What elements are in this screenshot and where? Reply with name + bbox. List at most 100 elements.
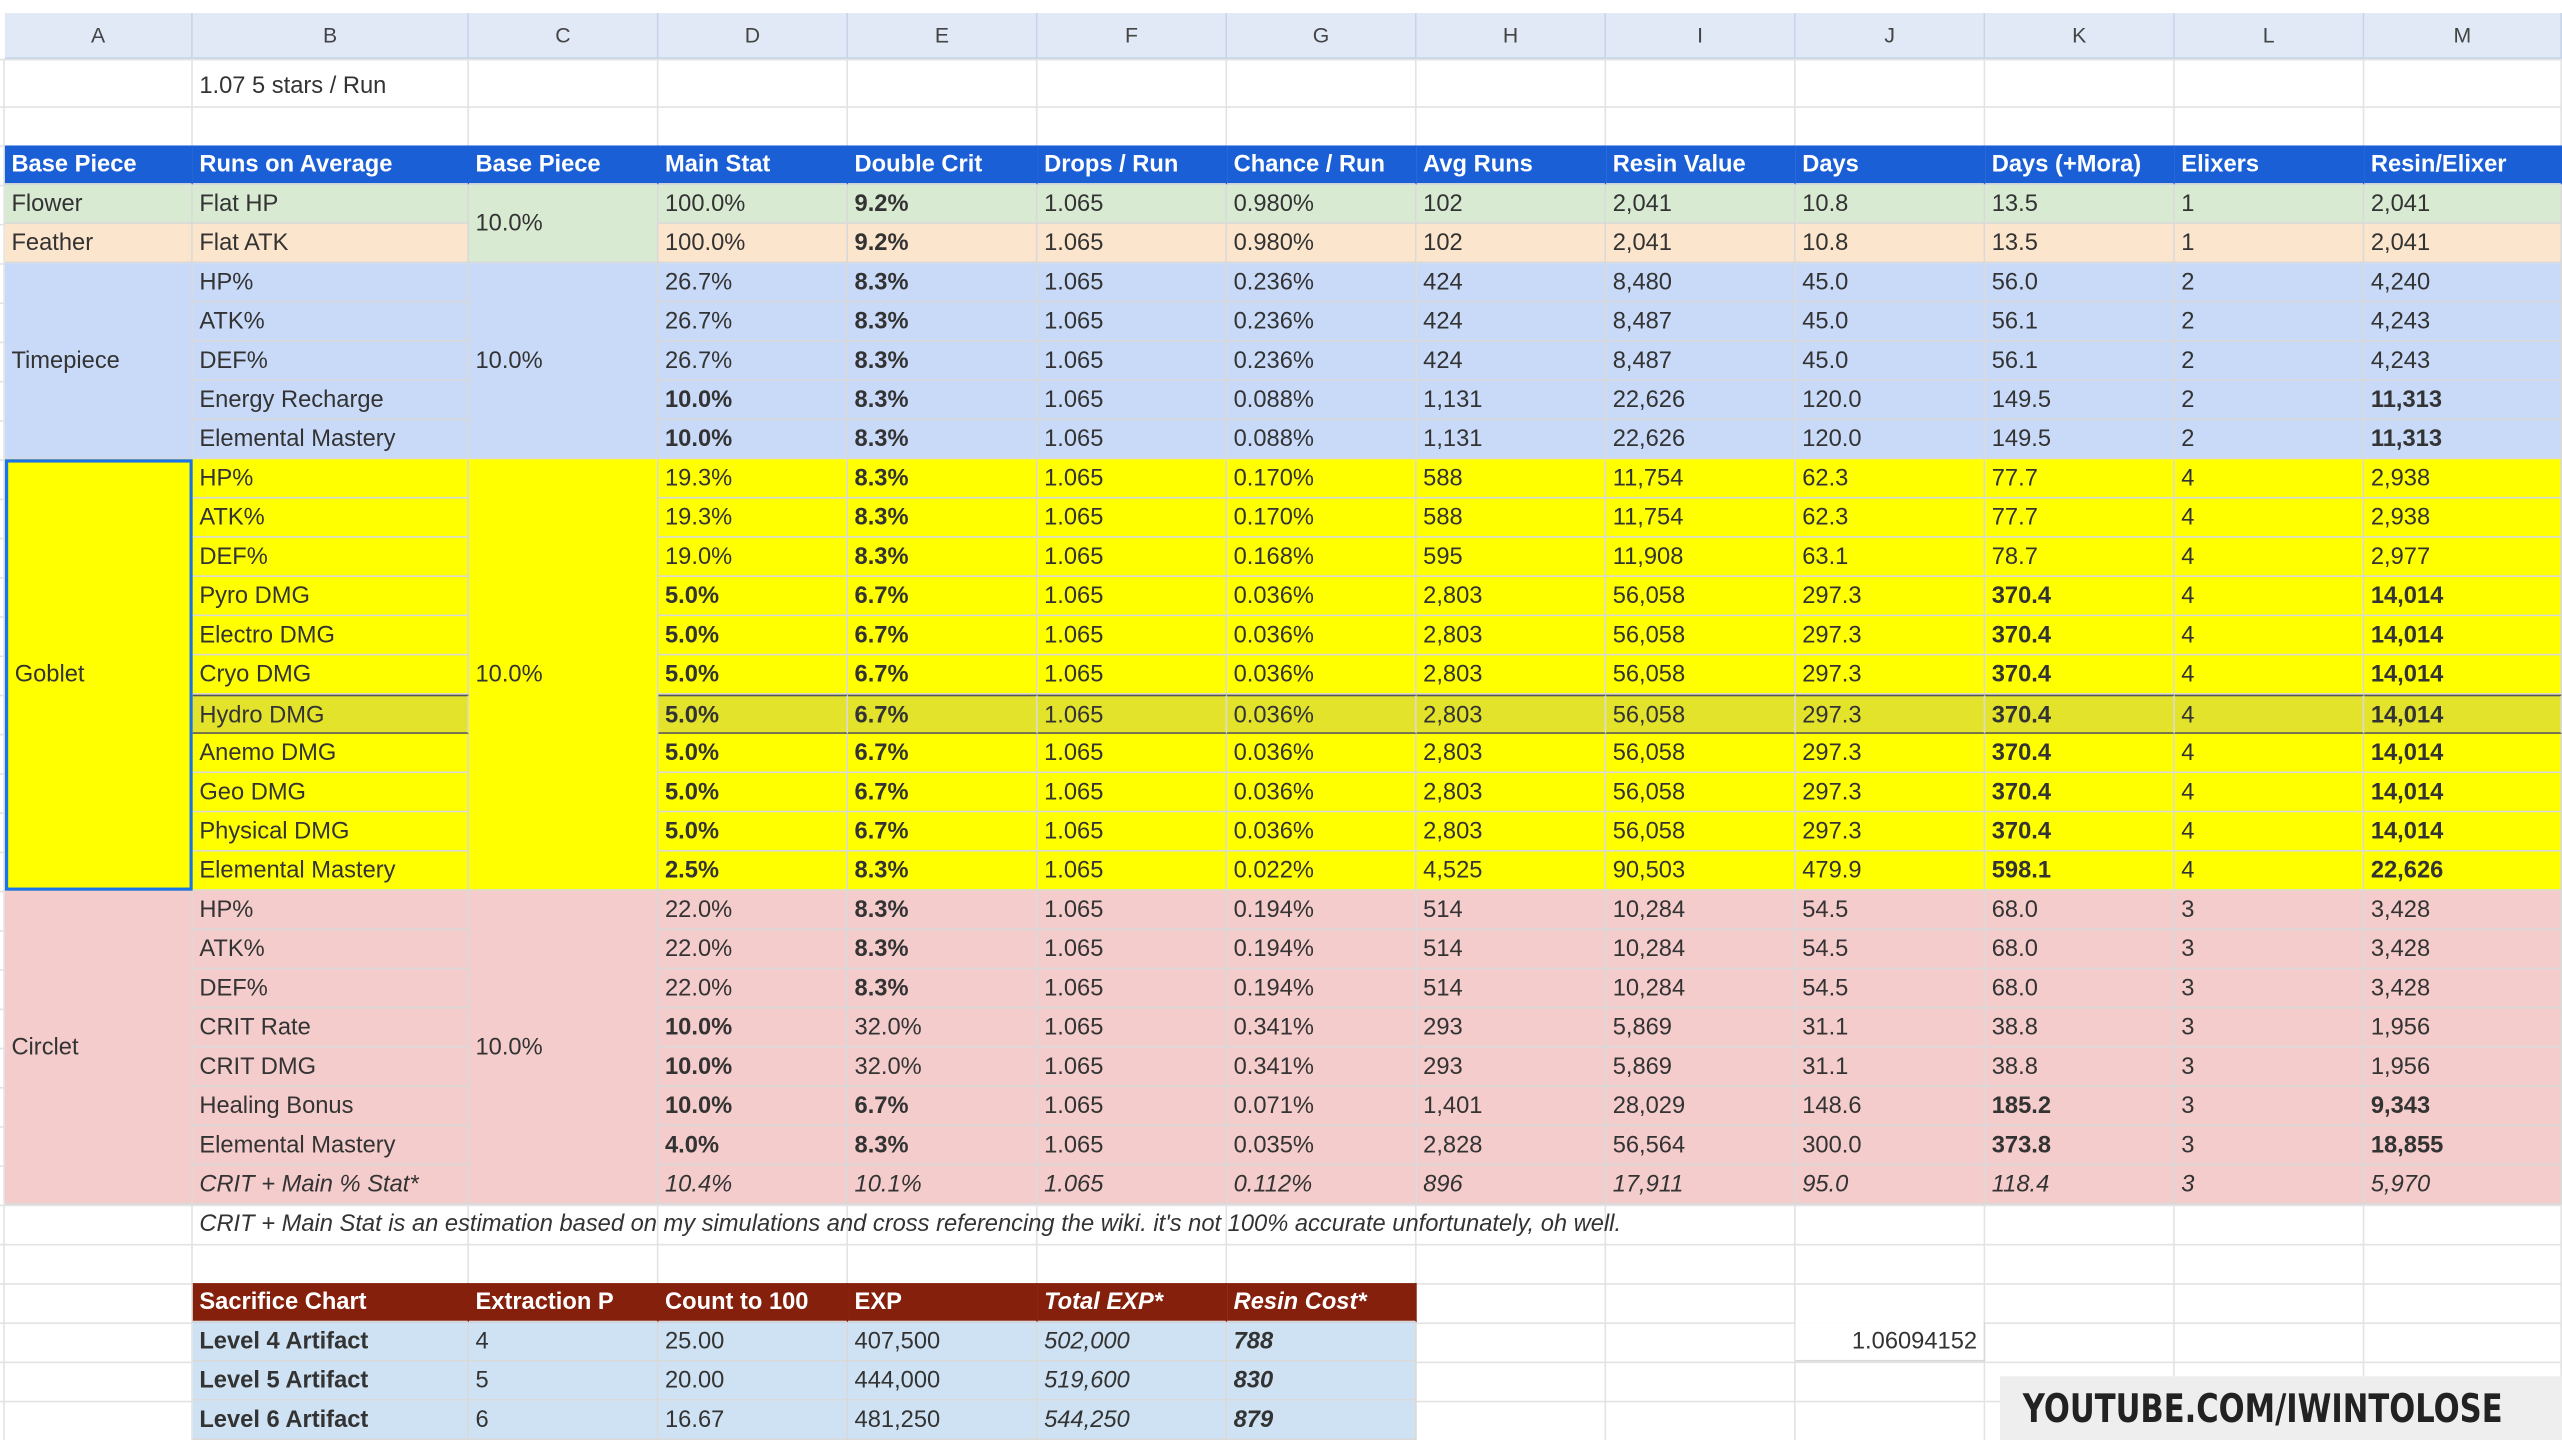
stat-name: Elemental Mastery	[192, 420, 469, 460]
sacrifice-cell: 502,000	[1037, 1322, 1228, 1362]
column-letter: G	[1227, 13, 1417, 59]
table-cell: 370.4	[1985, 576, 2175, 617]
sacrifice-header: EXP	[848, 1283, 1038, 1323]
table-cell: 297.3	[1795, 616, 1986, 656]
table-cell: 8.3%	[848, 1126, 1038, 1166]
table-cell: 5,970	[2364, 1165, 2562, 1205]
grid-line	[0, 58, 2562, 61]
table-cell: 1.065	[1037, 420, 1228, 460]
table-cell: 120.0	[1795, 420, 1986, 460]
base-chance: 10.0%	[468, 263, 659, 460]
table-cell: 2,938	[2364, 459, 2562, 499]
table-cell: 56,058	[1606, 616, 1796, 656]
table-cell: 11,908	[1606, 537, 1796, 577]
table-cell: 1.065	[1037, 1126, 1228, 1166]
table-cell: 22,626	[1606, 380, 1796, 421]
table-cell: 1	[2174, 184, 2365, 224]
sacrifice-cell: 4	[468, 1322, 659, 1362]
table-cell: 3,428	[2364, 930, 2562, 970]
table-cell: 1.065	[1037, 773, 1228, 813]
stat-name: CRIT + Main % Stat*	[192, 1165, 469, 1205]
table-cell: 0.194%	[1227, 969, 1417, 1009]
table-cell: 4	[2174, 773, 2365, 813]
table-cell: 0.036%	[1227, 812, 1417, 852]
cell-text: 1.07 5 stars / Run	[199, 73, 387, 100]
table-cell: 370.4	[1985, 694, 2175, 734]
table-cell: 2	[2174, 420, 2365, 460]
table-cell: 10.8	[1795, 184, 1986, 224]
table-cell: 1.065	[1037, 537, 1228, 577]
table-cell: 100.0%	[658, 184, 849, 224]
stat-name: Flat HP	[192, 184, 469, 224]
table-cell: 8.3%	[848, 459, 1038, 499]
table-cell: 17,911	[1606, 1165, 1796, 1205]
table-cell: 19.3%	[658, 459, 849, 499]
column-letter: M	[2364, 13, 2562, 59]
table-cell: 9,343	[2364, 1086, 2562, 1127]
stat-name: Physical DMG	[192, 812, 469, 852]
table-cell: 102	[1416, 223, 1607, 264]
table-cell: 1.065	[1037, 812, 1228, 852]
side-value: 1.06094152	[1795, 1322, 1986, 1362]
header-cell: Avg Runs	[1416, 145, 1607, 185]
table-cell: 10,284	[1606, 969, 1796, 1009]
table-cell: 297.3	[1795, 576, 1986, 617]
table-cell: 4	[2174, 537, 2365, 577]
table-cell: 4	[2174, 812, 2365, 852]
sacrifice-cell: 879	[1227, 1400, 1417, 1440]
table-cell: 5.0%	[658, 576, 849, 617]
stat-name: HP%	[192, 459, 469, 499]
table-cell: 63.1	[1795, 537, 1986, 577]
table-cell: 8.3%	[848, 851, 1038, 891]
sacrifice-header: Resin Cost*	[1227, 1283, 1417, 1323]
table-cell: 31.1	[1795, 1008, 1986, 1048]
stat-name: Electro DMG	[192, 616, 469, 656]
table-cell: 1,131	[1416, 380, 1607, 421]
table-cell: 0.112%	[1227, 1165, 1417, 1205]
table-cell: 62.3	[1795, 459, 1986, 499]
table-cell: 5.0%	[658, 616, 849, 656]
table-cell: 4	[2174, 616, 2365, 656]
table-cell: 56,058	[1606, 733, 1796, 774]
table-cell: 479.9	[1795, 851, 1986, 891]
sacrifice-cell: 20.00	[658, 1361, 849, 1401]
table-cell: 370.4	[1985, 616, 2175, 656]
header-cell: Base Piece	[468, 145, 659, 185]
table-cell: 3	[2174, 1086, 2365, 1127]
grid-line	[0, 106, 2562, 108]
table-cell: 6.7%	[848, 733, 1038, 774]
table-cell: 56.0	[1985, 263, 2175, 303]
sacrifice-cell: Level 4 Artifact	[192, 1322, 469, 1362]
sacrifice-cell: 544,250	[1037, 1400, 1228, 1440]
table-cell: 424	[1416, 263, 1607, 303]
table-cell: 11,313	[2364, 420, 2562, 460]
table-cell: 514	[1416, 969, 1607, 1009]
table-cell: 0.088%	[1227, 380, 1417, 421]
table-cell: 56,058	[1606, 694, 1796, 734]
stat-name: Elemental Mastery	[192, 1126, 469, 1166]
base-chance: 10.0%	[468, 890, 659, 1205]
table-cell: 6.7%	[848, 812, 1038, 852]
column-letter: L	[2174, 13, 2365, 59]
table-cell: 56,058	[1606, 773, 1796, 813]
stat-name: DEF%	[192, 969, 469, 1009]
table-cell: 1,131	[1416, 420, 1607, 460]
column-letter: C	[468, 13, 659, 59]
table-cell: 6.7%	[848, 576, 1038, 617]
stat-name: Geo DMG	[192, 773, 469, 813]
table-cell: 1,401	[1416, 1086, 1607, 1127]
table-cell: 1.065	[1037, 380, 1228, 421]
table-cell: 4,240	[2364, 263, 2562, 303]
table-cell: 3	[2174, 1047, 2365, 1087]
table-cell: 26.7%	[658, 263, 849, 303]
table-cell: 0.170%	[1227, 498, 1417, 538]
table-cell: 22,626	[1606, 420, 1796, 460]
header-cell: Chance / Run	[1227, 145, 1417, 185]
table-cell: 3	[2174, 1126, 2365, 1166]
table-cell: 0.236%	[1227, 263, 1417, 303]
table-cell: 1.065	[1037, 1047, 1228, 1087]
table-cell: 4	[2174, 851, 2365, 891]
table-cell: 1.065	[1037, 302, 1228, 342]
stat-name: CRIT Rate	[192, 1008, 469, 1048]
table-cell: 19.0%	[658, 537, 849, 577]
